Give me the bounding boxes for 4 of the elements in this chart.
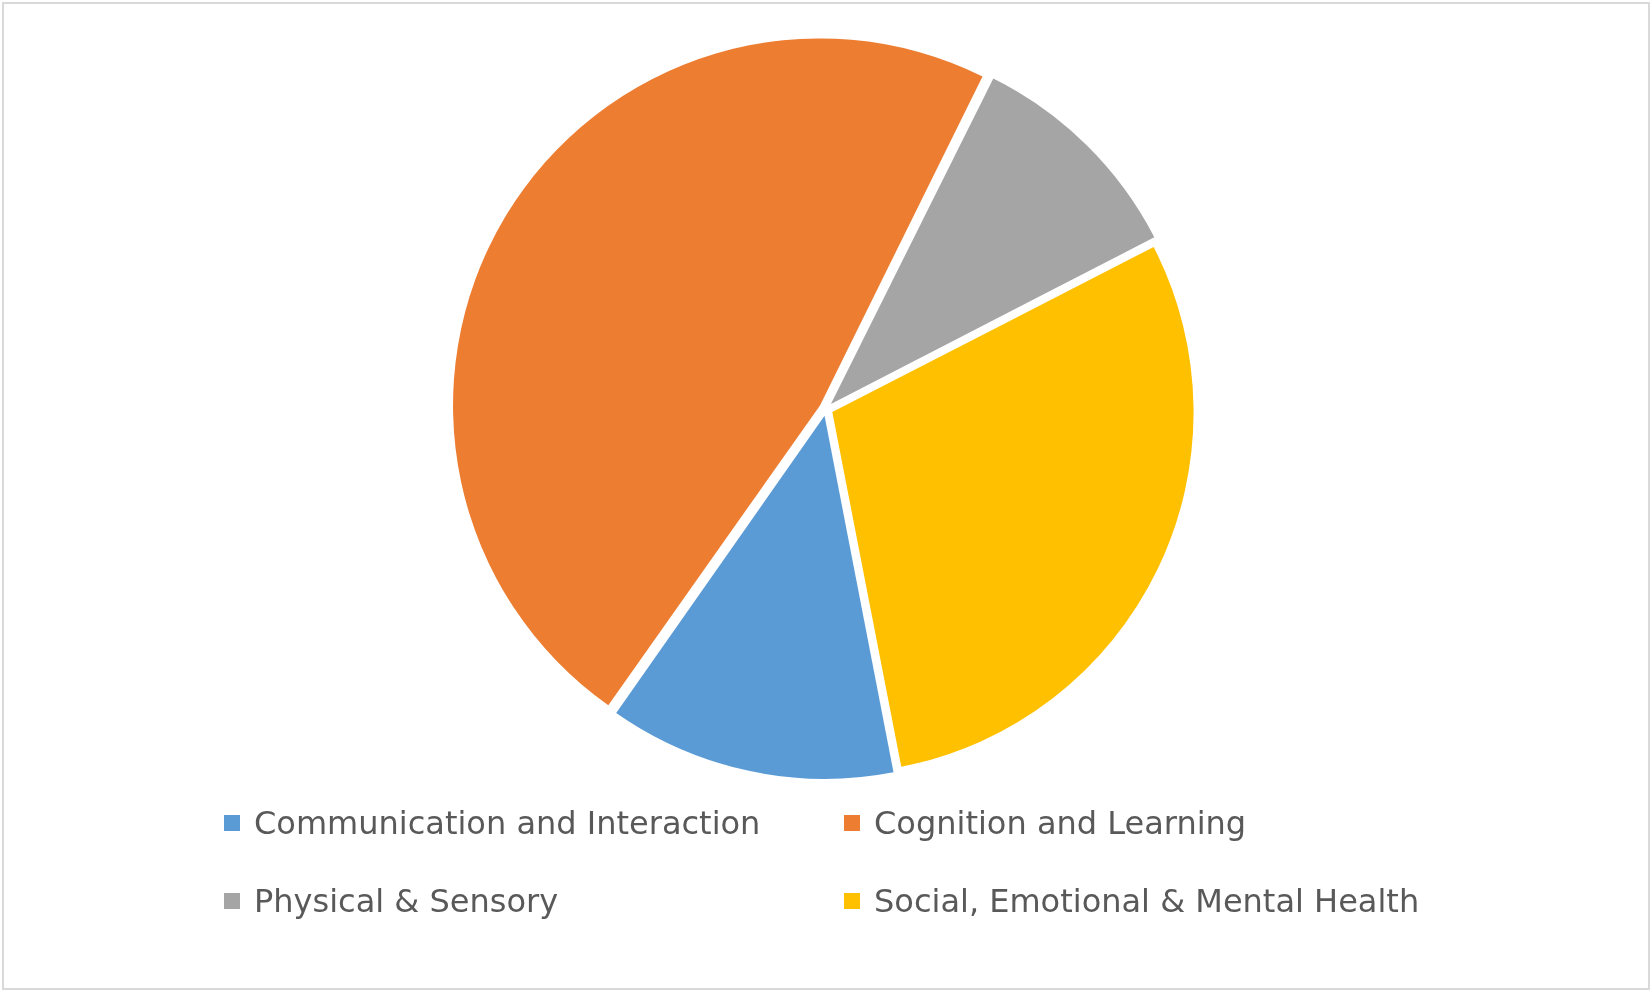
legend-label: Physical & Sensory <box>254 882 559 920</box>
legend-label: Communication and Interaction <box>254 804 761 842</box>
legend-label: Cognition and Learning <box>874 804 1247 842</box>
legend-label: Social, Emotional & Mental Health <box>874 882 1420 920</box>
